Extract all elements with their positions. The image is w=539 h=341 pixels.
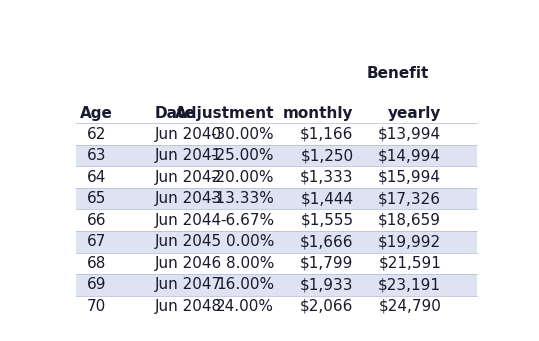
Text: Jun 2046: Jun 2046: [155, 256, 223, 271]
Text: 16.00%: 16.00%: [216, 277, 274, 292]
Text: -25.00%: -25.00%: [211, 148, 274, 163]
Text: Jun 2042: Jun 2042: [155, 170, 222, 185]
Text: $23,191: $23,191: [378, 277, 441, 292]
Text: Date: Date: [155, 106, 196, 121]
Text: 66: 66: [87, 213, 106, 228]
Text: monthly: monthly: [283, 106, 354, 121]
Text: Jun 2044: Jun 2044: [155, 213, 222, 228]
Text: Age: Age: [80, 106, 113, 121]
Text: 63: 63: [87, 148, 106, 163]
Text: $14,994: $14,994: [378, 148, 441, 163]
Text: -30.00%: -30.00%: [211, 127, 274, 142]
FancyBboxPatch shape: [75, 188, 476, 209]
Text: $1,933: $1,933: [300, 277, 354, 292]
Text: Jun 2048: Jun 2048: [155, 299, 222, 314]
FancyBboxPatch shape: [75, 274, 476, 296]
Text: Jun 2043: Jun 2043: [155, 191, 223, 206]
Text: 8.00%: 8.00%: [226, 256, 274, 271]
Text: 0.00%: 0.00%: [226, 234, 274, 249]
Text: Jun 2041: Jun 2041: [155, 148, 222, 163]
Text: 24.00%: 24.00%: [216, 299, 274, 314]
Text: 64: 64: [87, 170, 106, 185]
Text: -13.33%: -13.33%: [210, 191, 274, 206]
Text: $24,790: $24,790: [378, 299, 441, 314]
Text: $19,992: $19,992: [378, 234, 441, 249]
FancyBboxPatch shape: [75, 231, 476, 253]
Text: $1,250: $1,250: [300, 148, 354, 163]
Text: $2,066: $2,066: [300, 299, 354, 314]
Text: Benefit: Benefit: [366, 66, 429, 81]
Text: 68: 68: [87, 256, 106, 271]
Text: 70: 70: [87, 299, 106, 314]
FancyBboxPatch shape: [75, 145, 476, 166]
Text: $1,444: $1,444: [300, 191, 354, 206]
Text: 65: 65: [87, 191, 106, 206]
Text: $13,994: $13,994: [378, 127, 441, 142]
Text: $18,659: $18,659: [378, 213, 441, 228]
Text: yearly: yearly: [388, 106, 441, 121]
Text: $1,555: $1,555: [300, 213, 354, 228]
Text: $17,326: $17,326: [378, 191, 441, 206]
Text: $1,799: $1,799: [300, 256, 354, 271]
Text: Jun 2040: Jun 2040: [155, 127, 222, 142]
Text: $1,166: $1,166: [300, 127, 354, 142]
Text: -20.00%: -20.00%: [211, 170, 274, 185]
Text: $1,666: $1,666: [300, 234, 354, 249]
Text: $21,591: $21,591: [378, 256, 441, 271]
Text: $1,333: $1,333: [300, 170, 354, 185]
Text: Jun 2047: Jun 2047: [155, 277, 222, 292]
Text: Jun 2045: Jun 2045: [155, 234, 222, 249]
Text: Adjustment: Adjustment: [175, 106, 274, 121]
Text: 67: 67: [87, 234, 106, 249]
Text: 69: 69: [87, 277, 106, 292]
Text: -6.67%: -6.67%: [220, 213, 274, 228]
Text: $15,994: $15,994: [378, 170, 441, 185]
Text: 62: 62: [87, 127, 106, 142]
